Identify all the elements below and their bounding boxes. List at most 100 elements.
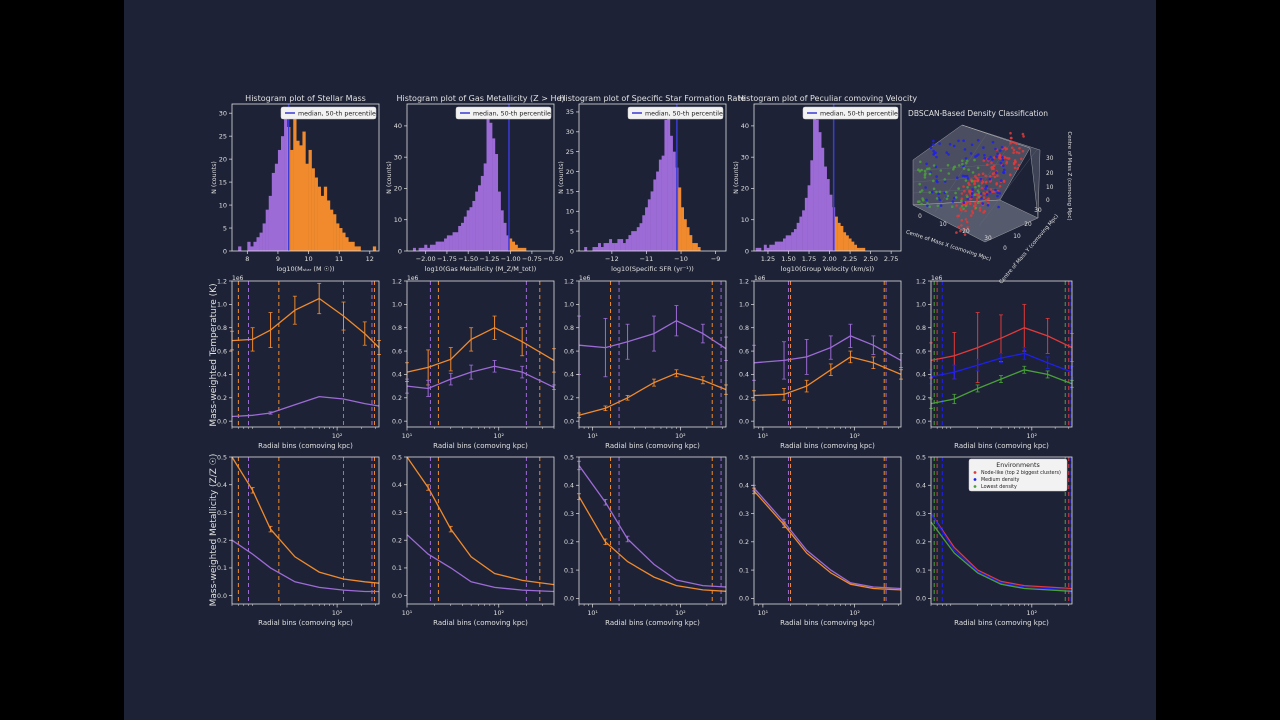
- h2-frame: [406, 103, 555, 252]
- scatter3d-point-red: [1010, 146, 1014, 150]
- t3-exponent: 1e6: [579, 275, 591, 282]
- t4-ytick-label: 0.4: [739, 372, 749, 379]
- scatter3d-point-blue: [929, 146, 933, 149]
- h3-bar: [636, 227, 640, 251]
- scatter3d-point-blue: [945, 151, 949, 154]
- scatter3d-point-blue: [970, 192, 974, 195]
- scatter3d-ztick-label: 10: [1046, 185, 1054, 191]
- scatter3d-point-red: [980, 181, 984, 185]
- t1-exponent: 1e6: [232, 275, 244, 282]
- z3-xtick-label: 10²: [675, 610, 686, 617]
- scatter3d-point-blue: [932, 139, 935, 143]
- scatter3d-point-green: [964, 204, 968, 208]
- z5-series-red: [930, 513, 1073, 590]
- t1-ytick-label: 1.2: [217, 278, 227, 285]
- scatter3d-point-green: [962, 167, 966, 170]
- t2-ytick-label: 0.6: [392, 348, 402, 355]
- z1-ytick-label: 0.2: [217, 538, 227, 545]
- scatter3d-point-green: [945, 190, 948, 194]
- h1-bar: [296, 140, 300, 251]
- t2-xlabel: Radial bins (comoving kpc): [433, 442, 528, 450]
- scatter3d-point-red: [1017, 151, 1021, 155]
- h2-bar: [432, 244, 436, 251]
- h1-bar: [268, 195, 273, 251]
- h1-bar: [330, 209, 334, 251]
- h2-bar: [478, 185, 482, 251]
- t5-series-blue: [930, 352, 1073, 378]
- h1-bar: [238, 246, 242, 251]
- h4-ylabel: N (counts): [733, 161, 740, 194]
- scatter3d-point-green: [966, 195, 969, 199]
- z5-series-blue: [930, 513, 1073, 591]
- scatter3d-point-green: [928, 172, 932, 176]
- z3-ytick-label: 0.4: [564, 483, 574, 490]
- t5-ytick-label: 1.0: [916, 302, 926, 309]
- scatter3d-point-green: [919, 160, 922, 164]
- h2-bar: [509, 238, 513, 251]
- scatter3d-point-red: [989, 180, 992, 183]
- scatter3d-point-red: [973, 201, 977, 205]
- h1-ytick-label: 0: [223, 247, 227, 255]
- h4-bar: [785, 235, 789, 251]
- scatter3d-point-blue: [948, 142, 952, 146]
- h2-xlabel: log10(Gas Metallicity (M_Z/M_tot)): [425, 265, 537, 273]
- h1-xlabel: log10(Mₛₜₐᵣ (M ☉)): [276, 265, 334, 273]
- t5-ytick-label: 0.8: [916, 325, 926, 332]
- scatter3d-point-blue: [963, 148, 967, 151]
- scatter3d-point-green: [943, 178, 947, 181]
- z1-xtick-label: 10²: [332, 610, 343, 617]
- h2-xtick-label: −0.50: [543, 255, 563, 263]
- h4-bar: [818, 132, 822, 251]
- h1-bar: [339, 228, 343, 251]
- scatter3d-point-blue: [935, 175, 938, 178]
- h3-bar: [609, 239, 613, 251]
- scatter3d-point-red: [963, 233, 967, 236]
- h3-bar: [614, 243, 618, 251]
- scatter3d-point-blue: [980, 196, 983, 200]
- h2-bar: [480, 175, 484, 251]
- scatter3d-point-blue: [925, 162, 928, 166]
- scatter3d-point-blue: [961, 174, 965, 178]
- scatter3d-point-red: [998, 155, 1001, 158]
- t5-xtick-label: 10²: [1027, 433, 1038, 440]
- h2-bar: [523, 247, 527, 251]
- scatter3d-point-green: [960, 199, 963, 203]
- h1-bar: [323, 186, 328, 251]
- h2-ytick-label: 30: [394, 153, 402, 161]
- h2-bar: [483, 163, 487, 251]
- t4-ytick-label: 0.8: [739, 325, 749, 332]
- h2-bar: [469, 207, 473, 251]
- t4-ytick-label: 0.2: [739, 395, 749, 402]
- scatter3d-point-red: [990, 161, 993, 164]
- t3-ytick-label: 0.4: [564, 372, 574, 379]
- z4-series-orange: [753, 490, 902, 591]
- scatter3d-point-green: [946, 194, 950, 198]
- scatter3d-point-blue: [994, 188, 997, 192]
- h2-bar: [500, 210, 504, 251]
- h2-bar: [514, 244, 518, 251]
- scatter3d-point-red: [1010, 136, 1013, 140]
- scatter3d-point-red: [992, 164, 996, 168]
- z5-frame: [930, 456, 1073, 605]
- h2-bar: [435, 241, 439, 251]
- h4-bar: [772, 244, 775, 251]
- scatter3d-point-red: [984, 180, 988, 184]
- h3-bar: [617, 239, 621, 251]
- h1-xtick-label: 12: [366, 255, 374, 263]
- h4-ytick-label: 30: [741, 153, 749, 161]
- z5-legend-marker: [973, 471, 977, 474]
- h1-bar: [305, 163, 309, 251]
- scatter3d-point-red: [976, 178, 980, 181]
- z3-ytick-label: 0.0: [564, 596, 574, 603]
- h1-bar: [302, 131, 306, 251]
- scatter3d-point-red: [964, 209, 967, 213]
- h4-bar: [802, 210, 806, 251]
- h4-bar: [777, 241, 781, 251]
- h2-bar: [427, 247, 431, 251]
- scatter3d-xtick-label: 30: [984, 236, 992, 242]
- h2-bar: [472, 200, 476, 251]
- h2-xtick-label: −1.75: [437, 255, 457, 263]
- h2-bar: [441, 241, 445, 251]
- z3-series-purple: [578, 465, 727, 588]
- t4-ytick-label: 1.2: [739, 278, 749, 285]
